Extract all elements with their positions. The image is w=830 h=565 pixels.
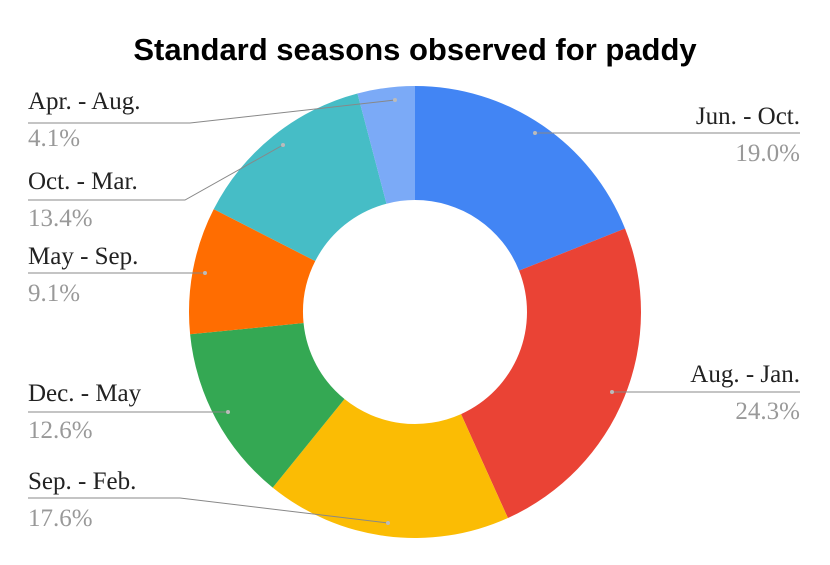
chart-title: Standard seasons observed for paddy [133, 32, 697, 67]
donut-slice [272, 399, 508, 538]
slice-value: 12.6% [28, 417, 93, 444]
leader-dot [226, 410, 230, 414]
slice-label: Apr. - Aug. [28, 88, 141, 115]
slice-value: 19.0% [735, 140, 800, 167]
slice-label: Sep. - Feb. [28, 468, 136, 495]
slice-label: May - Sep. [28, 243, 138, 270]
slice-label: Oct. - Mar. [28, 168, 138, 195]
donut-slice [461, 228, 641, 519]
donut-slice [213, 93, 387, 262]
leader-line [28, 144, 284, 201]
slice-label: Dec. - May [28, 380, 142, 407]
leader-line [28, 497, 389, 524]
slice-value: 9.1% [28, 280, 80, 307]
leader-dot [393, 98, 397, 102]
slice-value: 24.3% [735, 398, 800, 425]
leader-dot [386, 521, 390, 525]
leader-dot [203, 271, 207, 275]
slice-label: Jun. - Oct. [696, 103, 800, 130]
donut-slice [415, 86, 626, 271]
leader-line [28, 99, 396, 124]
leader-dot [610, 390, 614, 394]
donut-slice [188, 209, 316, 335]
slice-value: 4.1% [28, 125, 80, 152]
leader-dot [533, 131, 537, 135]
slice-value: 17.6% [28, 505, 93, 532]
slice-label: Aug. - Jan. [690, 361, 800, 388]
donut-slice [357, 86, 415, 204]
donut-slice [190, 323, 345, 488]
leader-dot [281, 143, 285, 147]
slice-value: 13.4% [28, 205, 93, 232]
